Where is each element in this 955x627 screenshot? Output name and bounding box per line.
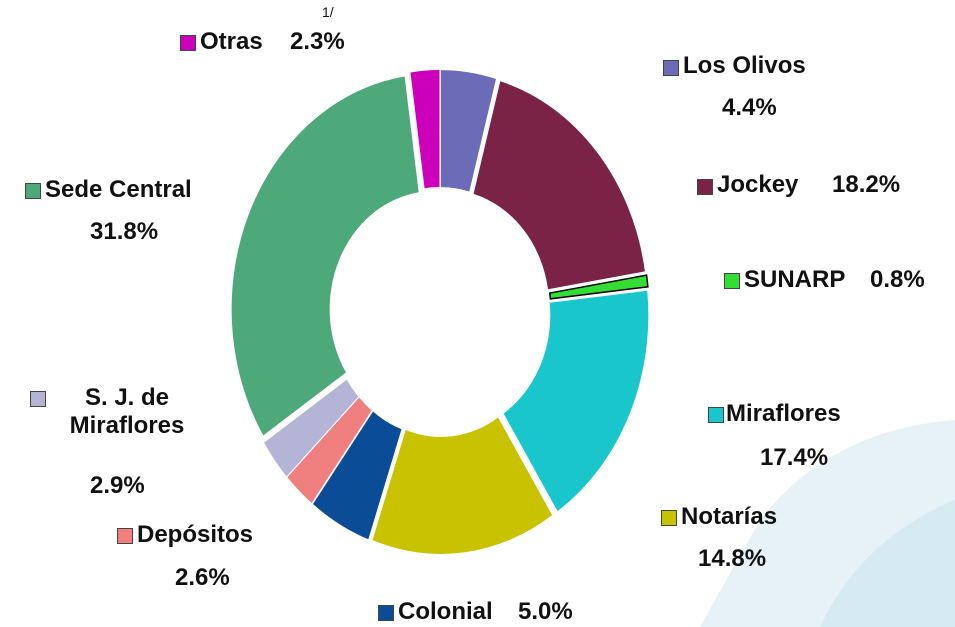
category-label: Depósitos: [137, 521, 254, 548]
donut-slice: [473, 81, 645, 290]
legend-swatch: [30, 391, 46, 407]
value-label: 2.9%: [90, 472, 145, 499]
value-label: 4.4%: [722, 94, 777, 121]
category-label: S. J. de Miraflores: [69, 384, 185, 439]
donut-slice: [410, 70, 440, 189]
legend-swatch: [724, 273, 740, 289]
category-label: Notarías: [681, 503, 778, 530]
value-label: 14.8%: [698, 545, 767, 572]
category-label: Los Olivos: [683, 52, 806, 79]
donut-slice: [372, 417, 553, 554]
donut-slice: [231, 76, 419, 436]
category-label: Jockey: [717, 171, 799, 198]
legend-swatch: [25, 183, 41, 199]
value-label: 0.8%: [870, 266, 925, 293]
category-label: SUNARP: [744, 266, 846, 293]
legend-swatch: [697, 179, 713, 195]
legend-swatch: [180, 35, 196, 51]
value-label: 17.4%: [760, 444, 829, 471]
donut-slice: [503, 290, 649, 512]
category-label: Otras: [200, 28, 263, 55]
donut-slice: [287, 397, 372, 504]
donut-slice: [264, 379, 359, 477]
value-label: 2.6%: [175, 564, 230, 591]
category-label: Colonial: [398, 598, 493, 625]
value-label: 18.2%: [832, 171, 901, 198]
legend-swatch: [661, 510, 677, 526]
background-shape: [820, 500, 955, 627]
legend-swatch: [708, 407, 724, 423]
donut-slice: [313, 411, 402, 540]
legend-swatch: [117, 528, 133, 544]
donut-slice: [440, 70, 496, 192]
value-label: 31.8%: [90, 218, 159, 245]
footnote-mark: 1/: [322, 4, 334, 20]
category-label: Miraflores: [726, 400, 841, 427]
legend-swatch: [663, 60, 679, 76]
value-label: 2.3%: [290, 28, 345, 55]
value-label: 5.0%: [518, 598, 573, 625]
category-label: Sede Central: [45, 176, 192, 203]
legend-swatch: [378, 605, 394, 621]
donut-slice: [548, 274, 649, 300]
